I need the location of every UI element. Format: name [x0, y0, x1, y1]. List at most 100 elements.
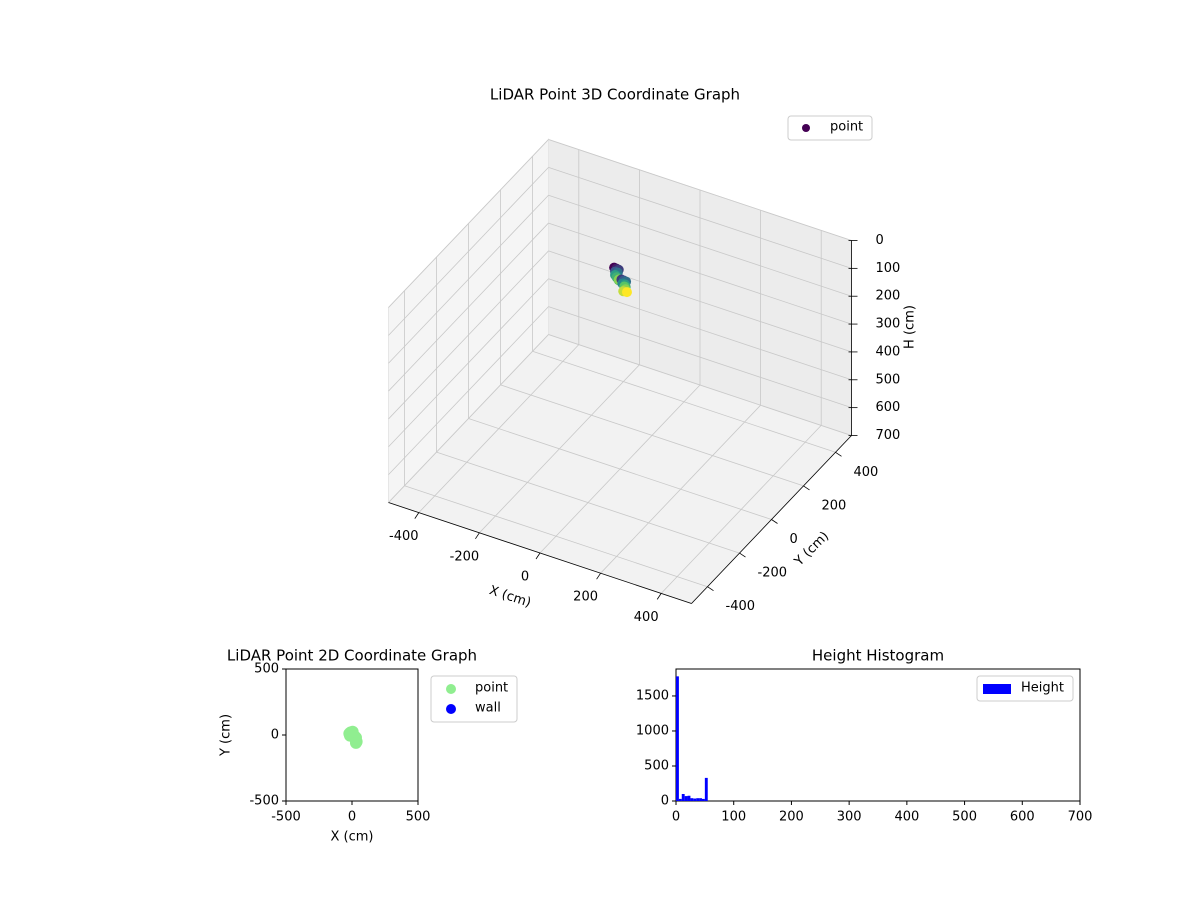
point [349, 736, 362, 749]
x-tick-label: -200 [450, 549, 480, 564]
grid-line [468, 418, 772, 520]
x-tick-label: 300 [837, 810, 862, 825]
bar [690, 798, 694, 801]
legend-label: Height [1021, 681, 1064, 696]
grid-line [388, 194, 549, 364]
z-tick-label: 100 [876, 261, 901, 276]
grid-line [548, 250, 852, 353]
legend-marker [983, 684, 1011, 694]
grid-line [388, 139, 549, 308]
z-axis-label: H (cm) [903, 305, 918, 349]
bar [676, 676, 679, 801]
z-tick-label: 400 [876, 344, 901, 359]
tick-mark [596, 572, 601, 580]
y-tick-label: -200 [758, 566, 788, 581]
y-tick-label: -500 [249, 794, 279, 809]
tick-mark [656, 593, 662, 600]
x-tick-label: 100 [721, 810, 746, 825]
axis-line [388, 502, 692, 604]
tick-mark [803, 485, 810, 491]
chart-title: Height Histogram [812, 647, 944, 665]
legend-marker [802, 124, 810, 132]
legend-box [787, 115, 873, 141]
grid-line [388, 250, 549, 420]
y-tick-label: 1000 [636, 723, 669, 738]
bar [704, 777, 708, 801]
z-tick-label: 500 [876, 372, 901, 387]
y-tick-label: 0 [790, 532, 798, 547]
y-tick-label: 400 [854, 465, 879, 480]
x-tick-label: 0 [672, 810, 680, 825]
grid-line [388, 306, 549, 475]
y-tick-label: 0 [661, 794, 669, 809]
point [621, 287, 632, 298]
grid-line [388, 167, 549, 336]
x-tick-label: 0 [348, 810, 356, 825]
x-tick-label: 600 [1010, 810, 1035, 825]
tick-mark [535, 552, 541, 560]
grid-line [548, 139, 852, 241]
grid-line [436, 451, 740, 554]
x-tick-label: -400 [389, 529, 419, 544]
z-tick-label: 700 [876, 428, 901, 443]
grid-line [388, 222, 549, 392]
bar [701, 798, 705, 801]
z-tick-label: 300 [876, 317, 901, 332]
tick-mark [835, 451, 842, 457]
x-tick-label: 200 [779, 810, 804, 825]
tick-mark [475, 532, 480, 540]
grid-line [548, 306, 852, 409]
bar [687, 795, 691, 801]
x-axis-label: X (cm) [331, 830, 374, 845]
x-tick-label: 500 [406, 810, 431, 825]
x-axis-label: X (cm) [487, 583, 533, 611]
x-tick-label: 500 [952, 810, 977, 825]
grid-line [532, 350, 836, 453]
grid-line [548, 166, 852, 269]
bar [681, 793, 685, 801]
legend-label: point [830, 120, 863, 135]
grid-line [548, 278, 852, 381]
grid-line [548, 222, 852, 325]
y-tick-label: 1500 [636, 688, 669, 703]
z-tick-label: 0 [876, 233, 884, 248]
grid-line [548, 194, 852, 297]
tick-mark [707, 586, 714, 592]
x-tick-label: 400 [634, 610, 659, 625]
chart-title: LiDAR Point 3D Coordinate Graph [490, 86, 740, 104]
grid-line [404, 485, 708, 588]
axis-line [691, 435, 852, 604]
y-tick-label: 200 [822, 498, 847, 513]
legend-box [976, 675, 1074, 702]
z-tick-label: 200 [876, 289, 901, 304]
legend-marker [446, 704, 456, 714]
legend-label: wall [475, 701, 501, 716]
bar [678, 798, 682, 801]
tick-mark [414, 512, 420, 519]
tick-mark [771, 519, 778, 524]
tick-mark [739, 552, 746, 558]
legend-label: point [475, 681, 508, 696]
bar [696, 798, 700, 801]
legend-marker [446, 684, 456, 694]
y-tick-label: 0 [271, 728, 279, 743]
y-tick-label: 500 [254, 662, 279, 677]
grid-line [500, 384, 804, 487]
bar [693, 798, 697, 801]
grid-line [388, 334, 549, 503]
x-tick-label: 0 [521, 570, 529, 585]
grid-line [548, 334, 852, 436]
x-tick-label: 700 [1068, 810, 1093, 825]
x-tick-label: -500 [271, 810, 301, 825]
y-tick-label: -400 [726, 599, 756, 614]
z-tick-label: 600 [876, 400, 901, 415]
bar [684, 796, 688, 801]
y-tick-label: 500 [644, 758, 669, 773]
grid-line [388, 278, 549, 448]
x-tick-label: 200 [573, 590, 598, 605]
x-tick-label: 400 [894, 810, 919, 825]
bar [699, 798, 702, 801]
y-axis-label: Y (cm) [219, 714, 234, 757]
chart-title: LiDAR Point 2D Coordinate Graph [227, 647, 477, 665]
